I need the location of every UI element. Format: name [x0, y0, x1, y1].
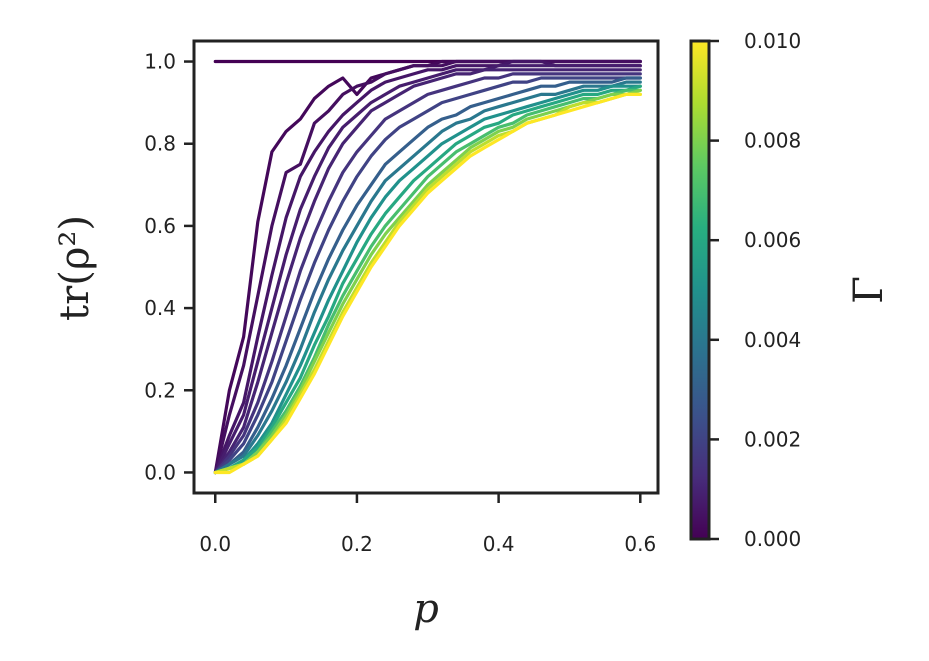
- series-line-7: [213, 76, 642, 475]
- series-lines: [213, 59, 642, 475]
- colorbar-tick-label-3: 0.006: [744, 228, 801, 252]
- series-line-15: [213, 92, 642, 475]
- series-line-8: [213, 76, 642, 475]
- colorbar-tick-label-2: 0.004: [744, 328, 801, 352]
- colorbar-tick-label-0: 0.000: [744, 527, 801, 551]
- colorbar-ticks: 0.000 0.002 0.004 0.006 0.008 0.010: [709, 29, 801, 551]
- series-line-5: [213, 68, 642, 475]
- y-tick-label-2: 0.4: [144, 296, 176, 320]
- y-tick-label-3: 0.6: [144, 214, 176, 238]
- series-line-2: [213, 59, 642, 475]
- series-line-11: [213, 84, 642, 475]
- series-line-6: [213, 72, 642, 475]
- y-axis: 0.0 0.2 0.4 0.6 0.8 1.0: [144, 50, 194, 484]
- series-line-12: [213, 88, 642, 475]
- series-line-9: [213, 80, 642, 475]
- x-tick-label-2: 0.4: [483, 532, 515, 556]
- colorbar: [689, 39, 711, 541]
- series-line-4: [213, 64, 642, 475]
- y-tick-label-4: 0.8: [144, 132, 176, 156]
- x-tick-label-3: 0.6: [624, 532, 656, 556]
- x-tick-label-1: 0.2: [341, 532, 373, 556]
- y-tick-label-0: 0.0: [144, 460, 176, 484]
- series-line-14: [213, 92, 642, 475]
- x-tick-label-0: 0.0: [199, 532, 231, 556]
- colorbar-tick-label-1: 0.002: [744, 427, 801, 451]
- colorbar-tick-label-5: 0.010: [744, 29, 801, 53]
- plot-frame: [192, 39, 660, 495]
- y-tick-label-5: 1.0: [144, 50, 176, 74]
- colorbar-label: Γ: [846, 276, 892, 304]
- y-axis-label: tr(ρ²): [52, 215, 98, 321]
- x-axis: 0.0 0.2 0.4 0.6: [199, 493, 656, 556]
- y-tick-label-1: 0.2: [144, 378, 176, 402]
- series-line-10: [213, 84, 642, 475]
- colorbar-tick-label-4: 0.008: [744, 129, 801, 153]
- x-axis-label: p: [413, 586, 439, 632]
